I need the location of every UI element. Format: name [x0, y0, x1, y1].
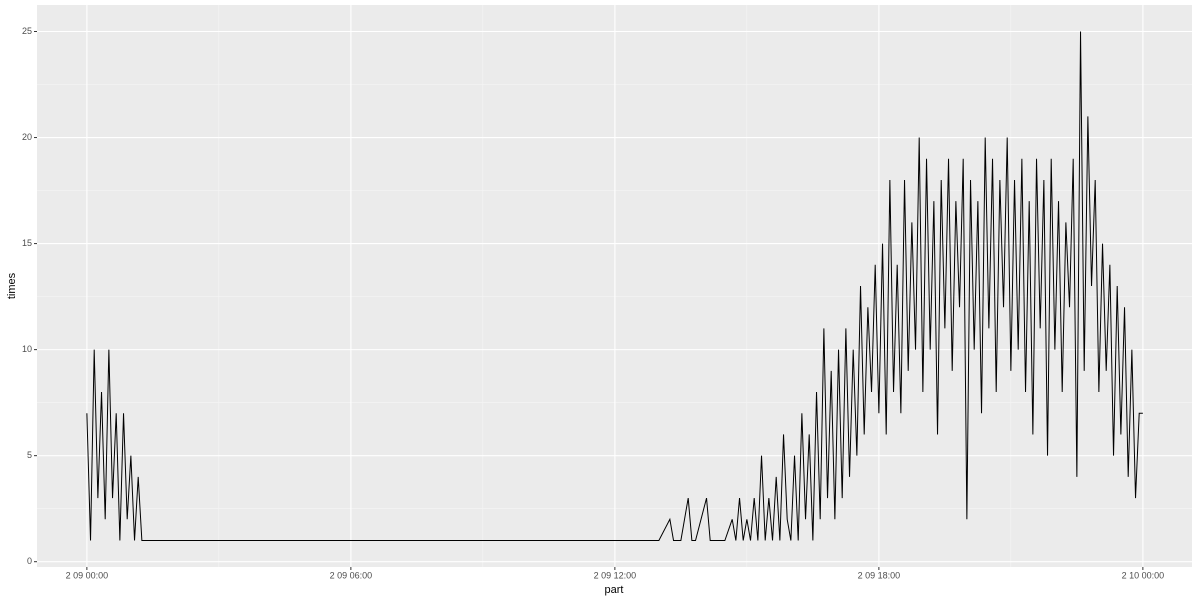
x-tick-label: 2 09 00:00 — [66, 570, 109, 580]
x-tick-label: 2 09 06:00 — [330, 570, 373, 580]
x-tick-label: 2 09 12:00 — [594, 570, 637, 580]
y-tick-label: 5 — [27, 450, 32, 460]
y-axis-title: times — [6, 272, 18, 299]
x-tick-label: 2 10 00:00 — [1122, 570, 1165, 580]
line — [86, 31, 1143, 541]
x-tick-label: 2 09 18:00 — [858, 570, 901, 580]
y-tick-label: 15 — [22, 238, 32, 248]
x-axis-title: part — [605, 584, 624, 596]
y-tick-label: 20 — [22, 132, 32, 142]
y-tick-label: 25 — [22, 26, 32, 36]
y-tick-label: 10 — [22, 344, 32, 354]
y-tick-label: 0 — [27, 556, 32, 566]
